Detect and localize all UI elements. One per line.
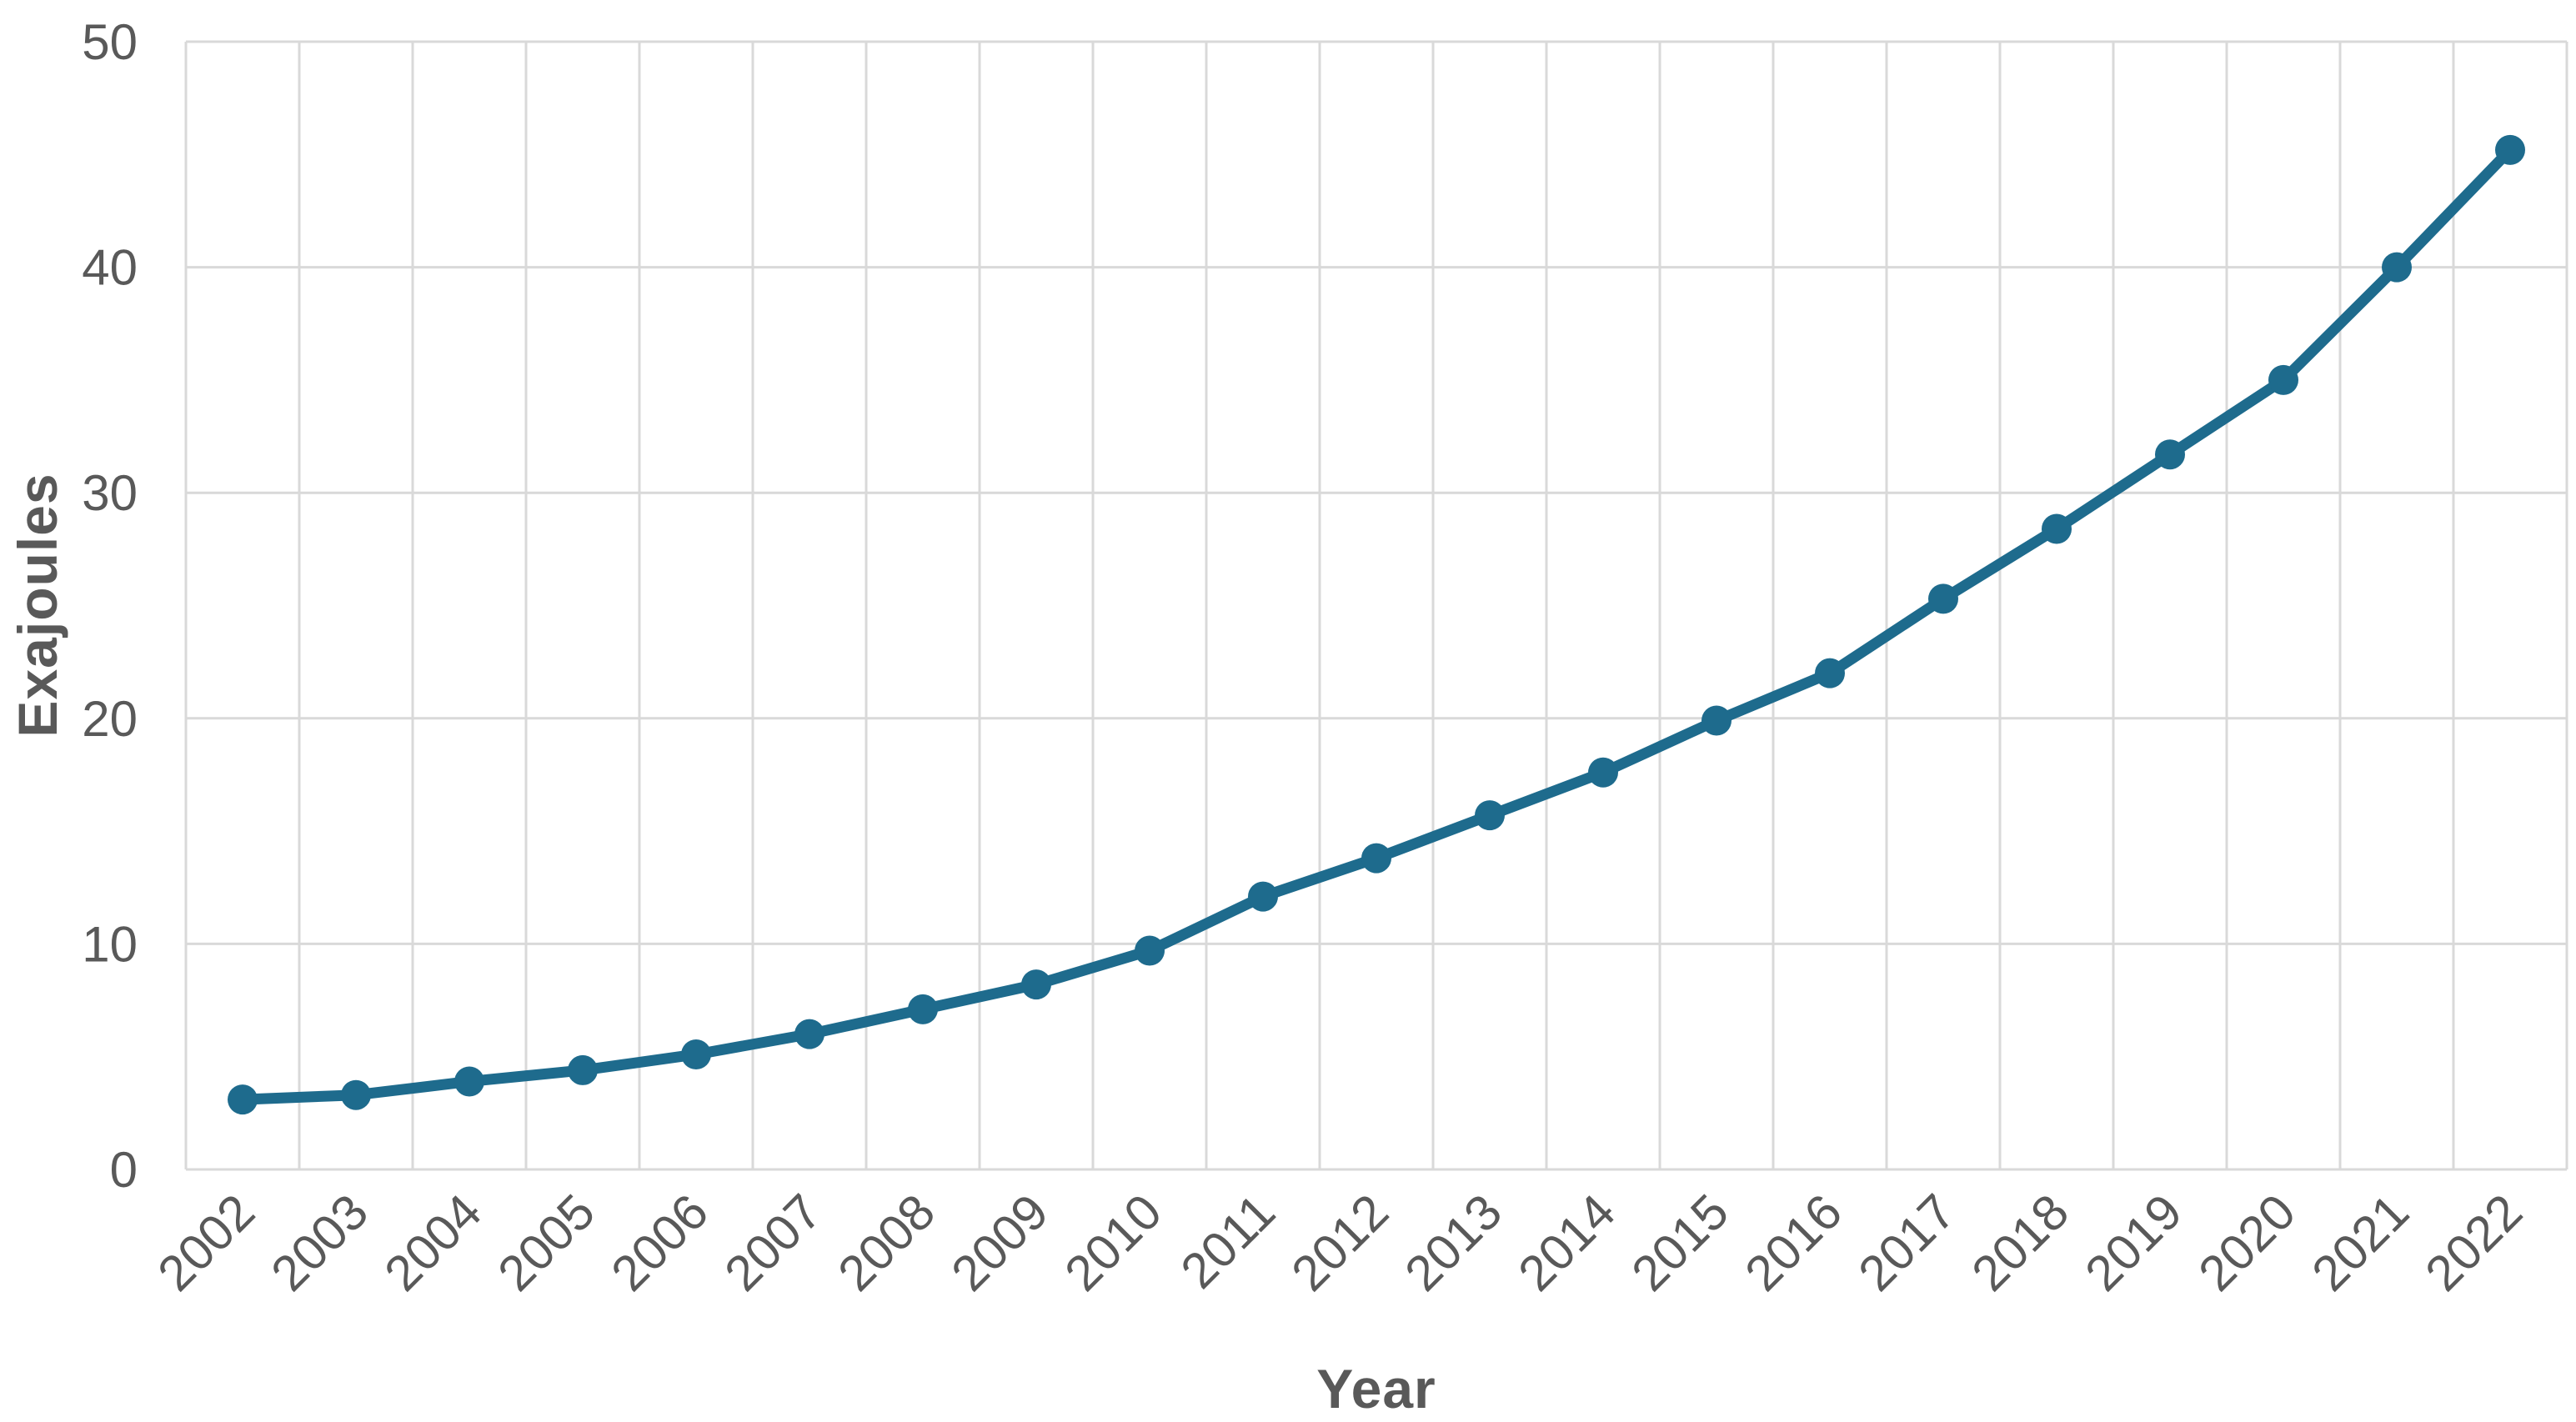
x-tick-label: 2002 (147, 1184, 265, 1302)
y-tick-label: 20 (82, 691, 138, 747)
x-tick-label: 2019 (2074, 1184, 2193, 1302)
data-point-2005 (568, 1054, 598, 1085)
data-point-2020 (2268, 364, 2298, 395)
data-point-2014 (1588, 757, 1618, 788)
x-tick-label: 2006 (600, 1184, 719, 1302)
x-tick-label: 2010 (1054, 1184, 1172, 1302)
x-tick-label: 2020 (2188, 1184, 2306, 1302)
data-point-2009 (1021, 969, 1051, 1000)
x-tick-label: 2011 (1170, 1184, 1286, 1299)
x-tick-label: 2009 (940, 1184, 1059, 1302)
data-point-2010 (1135, 935, 1165, 966)
data-point-2013 (1475, 800, 1505, 831)
data-point-2012 (1361, 843, 1391, 874)
x-tick-label: 2008 (827, 1184, 945, 1302)
x-tick-label: 2015 (1621, 1184, 1739, 1302)
x-tick-label: 2016 (1734, 1184, 1852, 1302)
data-line (237, 144, 2516, 1105)
data-point-2017 (1928, 583, 1958, 614)
data-point-2021 (2382, 252, 2412, 283)
x-tick-label: 2014 (1507, 1184, 1626, 1302)
y-tick-label: 0 (110, 1142, 138, 1198)
data-point-2016 (1815, 658, 1845, 688)
x-tick-label: 2013 (1394, 1184, 1512, 1302)
y-tick-label: 10 (82, 916, 138, 972)
data-point-2006 (681, 1039, 711, 1069)
y-tick-label: 30 (82, 465, 138, 521)
x-tick-label: 2012 (1280, 1184, 1399, 1302)
x-tick-label: 2017 (1847, 1184, 1966, 1302)
x-tick-label: 2005 (487, 1184, 605, 1302)
x-tick-label: 2022 (2414, 1184, 2533, 1302)
data-point-2003 (341, 1079, 371, 1110)
data-point-2011 (1248, 881, 1278, 912)
y-tick-label: 50 (82, 14, 138, 70)
x-tick-label: 2004 (373, 1184, 492, 1302)
data-point-2015 (1701, 705, 1732, 736)
data-point-2019 (2155, 439, 2185, 470)
x-axis-title: Year (1316, 1358, 1436, 1419)
x-tick-label: 2007 (714, 1184, 832, 1302)
data-point-2002 (228, 1084, 258, 1115)
data-point-2004 (454, 1066, 484, 1097)
x-tick-label: 2018 (1961, 1184, 2079, 1302)
data-point-2007 (794, 1019, 824, 1049)
data-point-2018 (2042, 513, 2072, 544)
y-tick-label: 40 (82, 240, 138, 296)
y-axis-title: Exajoules (7, 473, 68, 738)
x-tick-label: 2003 (260, 1184, 378, 1302)
data-point-2022 (2495, 134, 2525, 165)
data-point-2008 (908, 994, 938, 1024)
x-tick-label: 2021 (2301, 1184, 2419, 1302)
